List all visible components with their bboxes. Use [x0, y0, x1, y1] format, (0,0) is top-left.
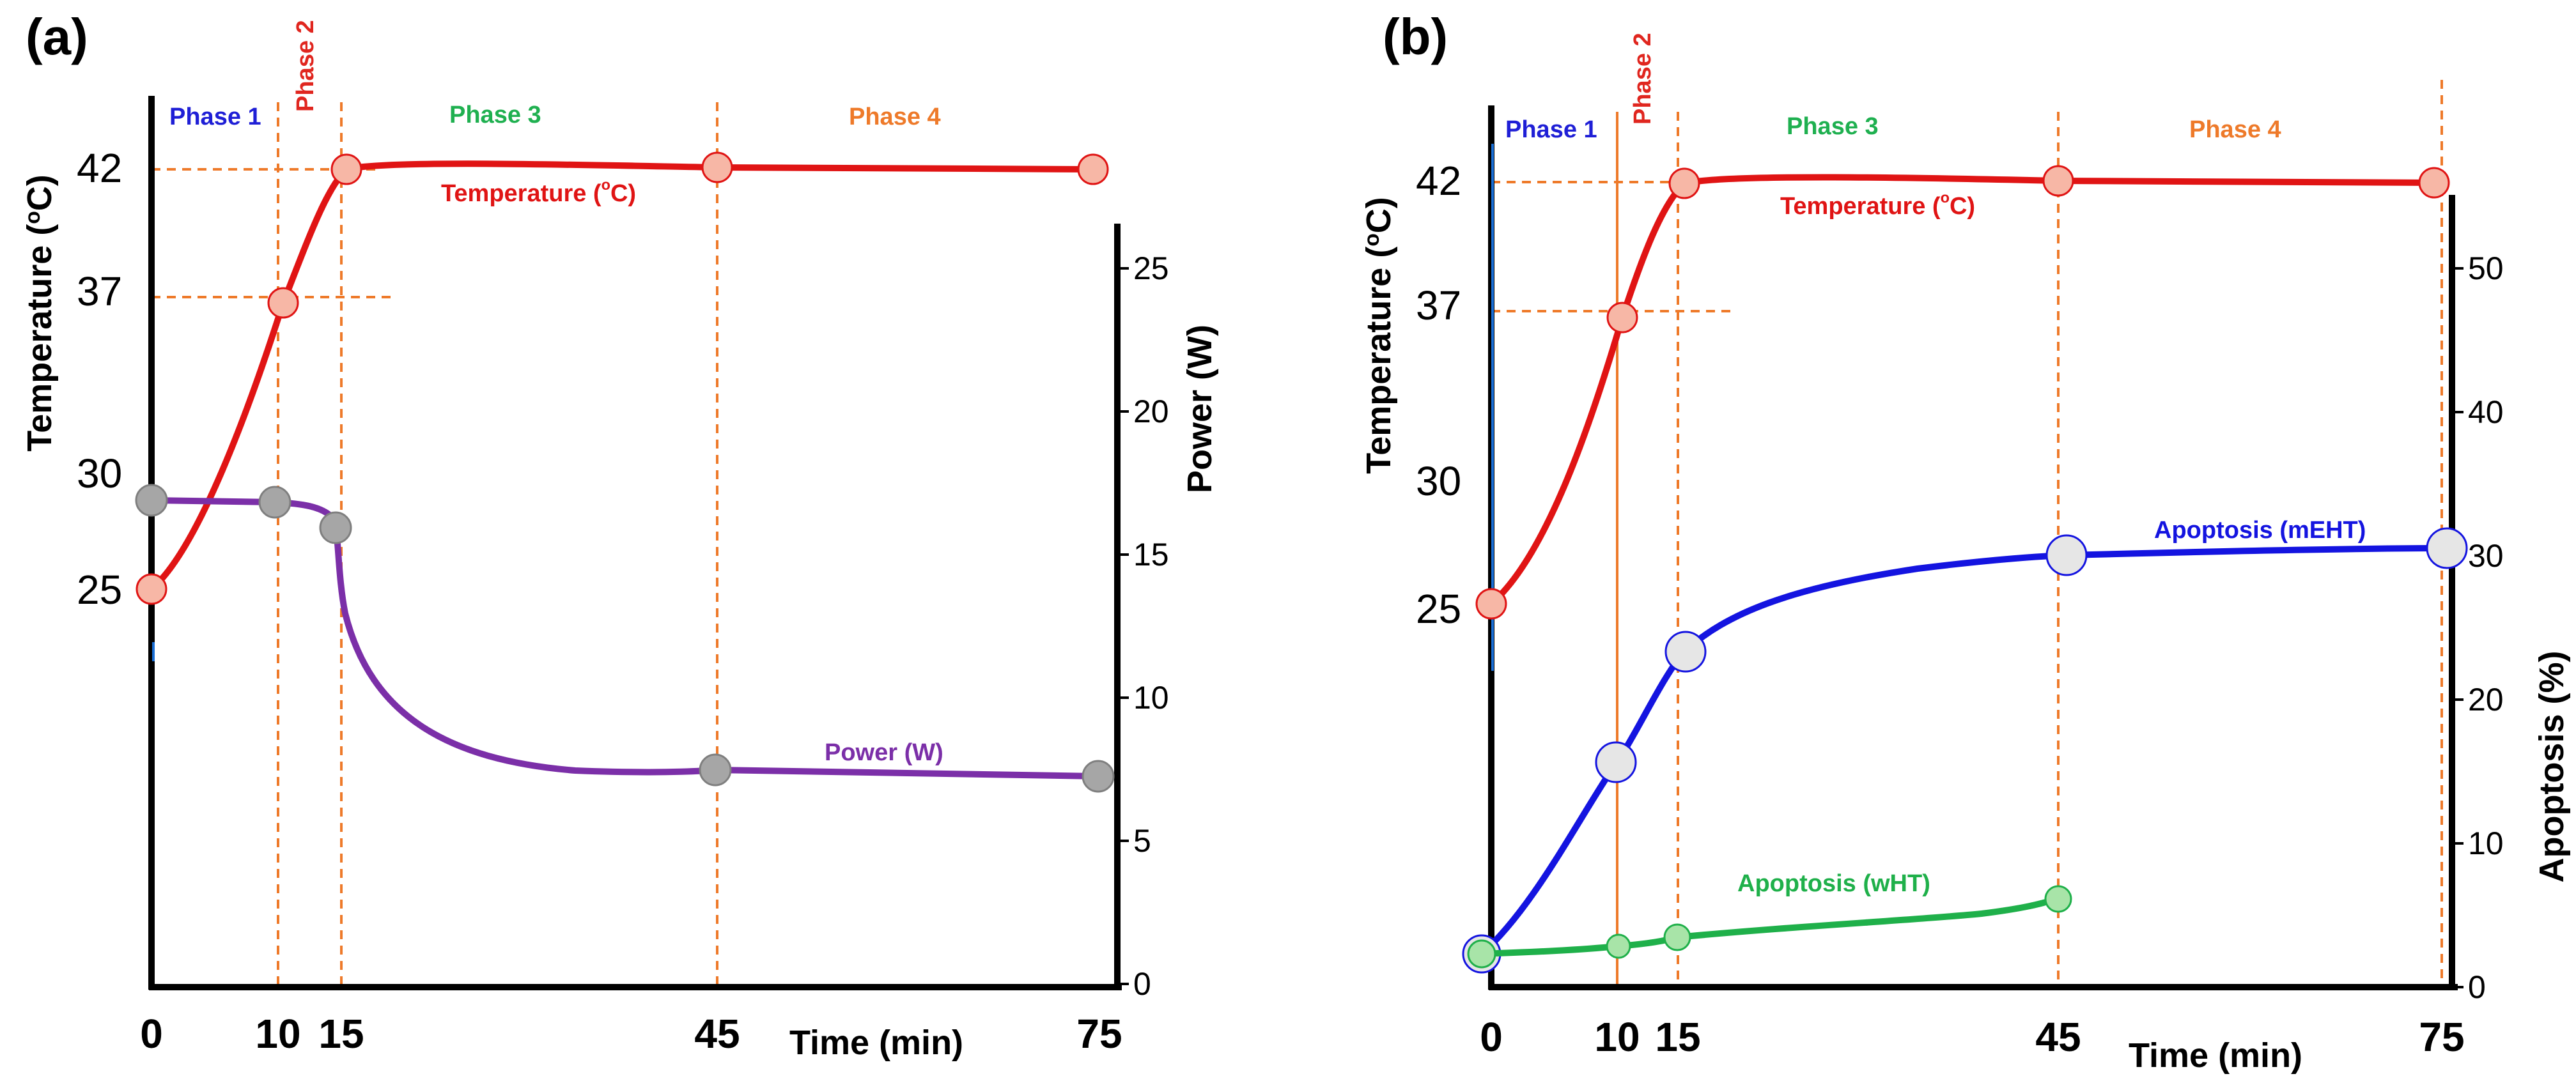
left-tick-label: 30: [77, 450, 122, 496]
phase-label: Phase 1: [169, 104, 261, 130]
apoptosis-mEHT-label: Apoptosis (mEHT): [2154, 517, 2366, 544]
right-tick-label: 50: [2468, 250, 2504, 286]
left-tick-label: 42: [1416, 158, 1461, 204]
phase-label: Phase 2: [1629, 33, 1656, 125]
right-y-axis-title: Power (W): [1181, 325, 1219, 493]
phase-label: Phase 1: [1505, 116, 1597, 143]
x-axis-title: Time (min): [789, 1024, 963, 1062]
panel-label: (a): [26, 8, 88, 65]
right-tick-label: 15: [1133, 537, 1169, 572]
apoptosis-mEHT-point: [1664, 631, 1707, 673]
right-tick-label: 40: [2468, 394, 2504, 430]
right-tick-label: 25: [1133, 250, 1169, 286]
temperature-point: [330, 153, 362, 185]
right-tick-label: 10: [2468, 825, 2504, 861]
left-y-axis-title: Temperature (oC): [1360, 197, 1398, 474]
apoptosis-wHT-point: [1467, 939, 1496, 969]
temperature-point: [267, 287, 299, 319]
left-tick-label: 37: [1416, 282, 1461, 328]
power-point: [1082, 760, 1115, 793]
left-tick-label: 25: [1416, 586, 1461, 632]
left-y-axis-title: Temperature (oC): [20, 174, 59, 452]
x-tick-label: 15: [318, 1011, 364, 1057]
x-tick-label: 10: [1594, 1014, 1640, 1060]
temperature-point: [2042, 165, 2074, 197]
x-tick-label: 45: [694, 1011, 740, 1057]
phase-label: Phase 3: [449, 102, 541, 128]
apoptosis-mEHT-point: [1595, 741, 1637, 783]
right-tick-label: 0: [2468, 969, 2486, 1005]
left-tick-label: 30: [1416, 458, 1461, 504]
x-tick-label: 75: [2419, 1014, 2464, 1060]
temperature-series-label: Temperature (oC): [1780, 189, 1975, 220]
panel-a: (a) 25 30 37 42 0 5 10 15 20 25 0 10 15 45 75 Time (min)…: [20, 8, 1219, 1062]
right-tick-label: 5: [1133, 823, 1151, 859]
apoptosis-wHT-point: [1663, 923, 1691, 951]
temperature-point: [1668, 167, 1700, 199]
power-point: [319, 511, 352, 544]
x-tick-label: 45: [2035, 1014, 2081, 1060]
right-y-axis-title: Apoptosis (%): [2533, 651, 2571, 883]
phase-label: Phase 4: [2189, 116, 2281, 143]
apoptosis-wHT-point: [2044, 885, 2072, 913]
temperature-point: [1475, 588, 1507, 620]
temperature-series-label: Temperature (oC): [441, 176, 636, 207]
left-tick-label: 25: [77, 567, 122, 613]
temperature-line: [148, 160, 1096, 592]
x-tick-label: 0: [1480, 1014, 1503, 1060]
power-line: [148, 497, 1101, 779]
left-tick-label: 37: [77, 268, 122, 314]
temperature-point: [2418, 167, 2450, 199]
right-tick-label: 20: [1133, 394, 1169, 429]
temperature-point: [1077, 153, 1109, 185]
panel-b: (b) 25 30 37 42 0 10 20 30 40 50 0 10 15 45 75 Time (min…: [1360, 8, 2571, 1075]
apoptosis-wHT-line: [1478, 894, 2063, 957]
power-point: [699, 753, 732, 787]
apoptosis-wHT-point: [1606, 933, 1631, 959]
panel-label: (b): [1383, 8, 1448, 65]
right-tick-label: 0: [1133, 966, 1151, 1002]
temperature-point: [136, 573, 167, 605]
power-point: [135, 484, 168, 517]
x-tick-label: 75: [1076, 1011, 1122, 1057]
apoptosis-mEHT-line: [1478, 545, 2450, 957]
x-axis-title: Time (min): [2129, 1036, 2302, 1075]
apoptosis-wHT-label: Apoptosis (wHT): [1737, 870, 1930, 897]
x-tick-label: 0: [140, 1011, 163, 1057]
left-tick-label: 42: [77, 145, 122, 191]
apoptosis-mEHT-point: [2426, 527, 2468, 569]
x-tick-label: 10: [255, 1011, 300, 1057]
power-series-label: Power (W): [825, 739, 943, 766]
temperature-line: [1488, 174, 2437, 607]
power-point: [258, 486, 291, 519]
apoptosis-mEHT-point: [2045, 534, 2088, 576]
temperature-point: [701, 151, 733, 183]
right-tick-label: 10: [1133, 680, 1169, 716]
temperature-point: [1606, 302, 1638, 334]
x-tick-label: 15: [1655, 1014, 1700, 1060]
phase-label: Phase 2: [292, 20, 319, 112]
phase-label: Phase 3: [1787, 113, 1879, 140]
right-tick-label: 30: [2468, 538, 2504, 574]
right-tick-label: 20: [2468, 682, 2504, 718]
phase-label: Phase 4: [849, 104, 941, 130]
